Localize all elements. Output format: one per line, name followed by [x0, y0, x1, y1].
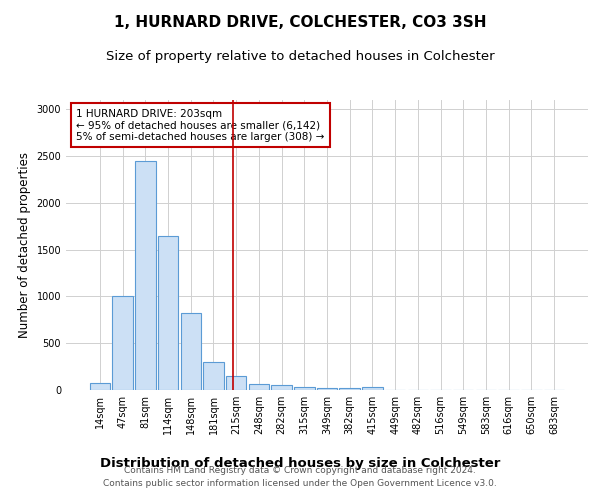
Bar: [271, 386, 292, 390]
Bar: [340, 388, 360, 390]
Text: Contains HM Land Registry data © Crown copyright and database right 2024.
Contai: Contains HM Land Registry data © Crown c…: [103, 466, 497, 487]
Text: Size of property relative to detached houses in Colchester: Size of property relative to detached ho…: [106, 50, 494, 63]
Bar: [203, 362, 224, 390]
Bar: [226, 376, 247, 390]
Bar: [158, 236, 178, 390]
Bar: [181, 314, 201, 390]
Bar: [135, 161, 155, 390]
Text: Distribution of detached houses by size in Colchester: Distribution of detached houses by size …: [100, 458, 500, 470]
Bar: [294, 386, 314, 390]
Y-axis label: Number of detached properties: Number of detached properties: [18, 152, 31, 338]
Text: 1, HURNARD DRIVE, COLCHESTER, CO3 3SH: 1, HURNARD DRIVE, COLCHESTER, CO3 3SH: [114, 15, 486, 30]
Bar: [112, 296, 133, 390]
Text: 1 HURNARD DRIVE: 203sqm
← 95% of detached houses are smaller (6,142)
5% of semi-: 1 HURNARD DRIVE: 203sqm ← 95% of detache…: [76, 108, 325, 142]
Bar: [248, 384, 269, 390]
Bar: [317, 388, 337, 390]
Bar: [90, 383, 110, 390]
Bar: [362, 387, 383, 390]
